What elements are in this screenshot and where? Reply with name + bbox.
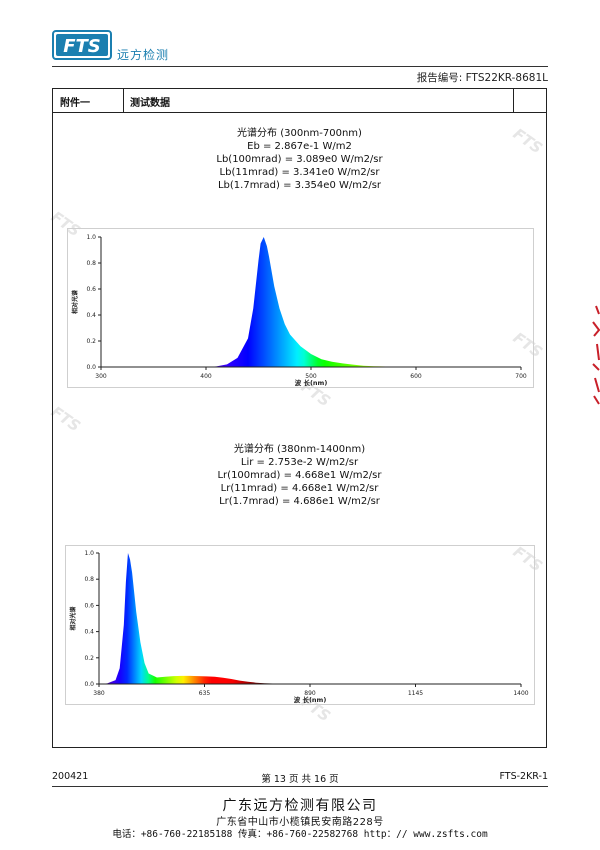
company-short-name: 远方检测 xyxy=(117,48,170,62)
spectrum1-title: 光谱分布 (300nm-700nm) xyxy=(237,128,362,139)
spectrum-chart-2: 380 635 890 1145 1400 0.0 0.2 0.4 0.6 0.8 1.0 波 长(n… xyxy=(65,545,535,705)
x-tick-label: 400 xyxy=(200,373,212,380)
spectrum-chart-1-svg: 300 400 500 600 700 0.0 0.2 0.4 0.6 0.8 1.0 波 长(nm)… xyxy=(71,234,527,387)
logo-lettering: FTS xyxy=(63,36,101,57)
y-tick-label: 0.8 xyxy=(86,260,96,267)
x-axis-label: 波 长(nm) xyxy=(295,378,328,387)
form-code: FTS-2KR-1 xyxy=(499,771,548,782)
y-tick-label: 0.4 xyxy=(86,312,96,319)
company-contact: 电话：+86-760-22185188 传真：+86-760-22582768 … xyxy=(112,829,488,840)
company-address: 广东省中山市小榄镇民安南路228号 xyxy=(216,817,384,828)
y-axis-label: 相对光谱 xyxy=(71,290,79,314)
spectrum1-value: Lb(1.7mrad) = 3.354e0 W/m2/sr xyxy=(217,180,382,191)
spectrum2-value: Lr(100mrad) = 4.668e1 W/m2/sr xyxy=(217,470,382,481)
y-tick-label: 1.0 xyxy=(84,550,94,557)
spectrum-area xyxy=(99,553,521,684)
spectrum1-info: 光谱分布 (300nm-700nm) Eb = 2.867e-1 W/m2 Lb… xyxy=(52,127,547,192)
x-axis-label: 波 长(nm) xyxy=(294,695,327,704)
spectrum2-value: Lir = 2.753e-2 W/m2/sr xyxy=(240,457,359,468)
y-tick-label: 0.2 xyxy=(86,338,96,345)
y-tick-label: 0.8 xyxy=(84,576,94,583)
company-name: 广东远方检测有限公司 xyxy=(222,798,378,814)
appendix-label: 附件一 xyxy=(60,98,90,109)
footer-rule xyxy=(52,786,548,787)
footer-code: 200421 xyxy=(52,771,89,782)
seal-fragment xyxy=(588,300,600,410)
report-number: 报告编号: FTS22KR-8681L xyxy=(416,72,548,84)
x-tick-label: 1400 xyxy=(513,690,528,697)
content-frame xyxy=(52,88,547,748)
x-tick-label: 1145 xyxy=(408,690,423,697)
page-number: 第 13 页 共 16 页 xyxy=(261,774,339,785)
header-rule xyxy=(52,66,548,67)
spectrum1-value: Lb(100mrad) = 3.089e0 W/m2/sr xyxy=(216,154,383,165)
x-tick-label: 600 xyxy=(410,373,422,380)
y-tick-label: 0.2 xyxy=(84,655,94,662)
cell-divider xyxy=(123,88,124,113)
x-tick-label: 700 xyxy=(515,373,527,380)
spectrum2-value: Lr(11mrad) = 4.668e1 W/m2/sr xyxy=(220,483,379,494)
company-logo: FTS xyxy=(52,30,112,60)
spectrum2-value: Lr(1.7mrad) = 4.686e1 W/m2/sr xyxy=(219,496,380,507)
y-tick-label: 0.4 xyxy=(84,629,94,636)
spectrum2-info: 光谱分布 (380nm-1400nm) Lir = 2.753e-2 W/m2/… xyxy=(52,443,547,508)
y-tick-label: 0.6 xyxy=(84,602,94,609)
x-tick-label: 635 xyxy=(199,690,211,697)
table-header-row xyxy=(52,88,547,113)
spectrum1-value: Lb(11mrad) = 3.341e0 W/m2/sr xyxy=(219,167,380,178)
cell-divider xyxy=(513,88,514,113)
spectrum-chart-2-svg: 380 635 890 1145 1400 0.0 0.2 0.4 0.6 0.8 1.0 波 长(n… xyxy=(69,550,529,704)
spectrum-area xyxy=(206,237,521,367)
y-tick-label: 0.0 xyxy=(84,681,94,688)
y-tick-label: 0.6 xyxy=(86,286,96,293)
y-axis-label: 相对光谱 xyxy=(69,606,77,630)
spectrum-chart-1: 300 400 500 600 700 0.0 0.2 0.4 0.6 0.8 1.0 波 长(nm)… xyxy=(67,228,534,388)
spectrum2-title: 光谱分布 (380nm-1400nm) xyxy=(233,444,366,455)
x-tick-label: 890 xyxy=(304,690,316,697)
x-tick-label: 500 xyxy=(305,373,317,380)
y-tick-label: 0.0 xyxy=(86,364,96,371)
section-label: 测试数据 xyxy=(130,98,170,109)
x-tick-label: 380 xyxy=(93,690,105,697)
x-tick-label: 300 xyxy=(95,373,107,380)
spectrum1-value: Eb = 2.867e-1 W/m2 xyxy=(247,141,352,152)
y-tick-label: 1.0 xyxy=(86,234,96,241)
